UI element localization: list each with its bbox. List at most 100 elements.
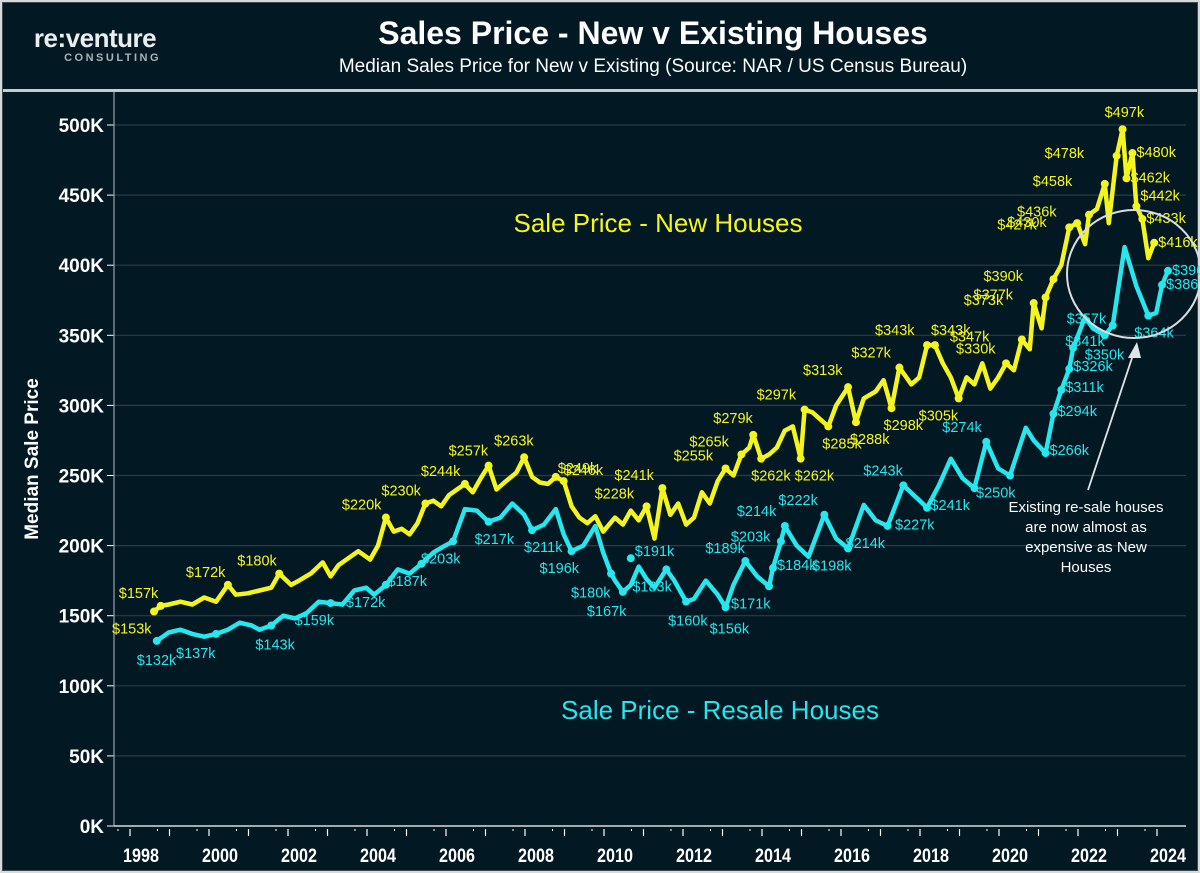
data-label: $326k <box>1073 359 1113 375</box>
data-point <box>381 513 390 522</box>
data-label: $373k <box>964 293 1004 309</box>
data-label: $156k <box>710 621 750 637</box>
data-point <box>1158 280 1167 289</box>
data-point <box>1041 293 1050 302</box>
data-point <box>844 544 853 553</box>
x-tick-label: 2010 <box>597 845 633 867</box>
data-point <box>895 363 904 372</box>
data-label: $313k <box>803 363 843 379</box>
data-point <box>1100 179 1109 188</box>
y-tick-label: 250K <box>59 467 105 488</box>
data-point <box>662 565 671 574</box>
data-point <box>1128 149 1137 158</box>
data-point <box>851 418 860 427</box>
data-point <box>1073 219 1082 228</box>
data-point <box>1065 364 1074 373</box>
y-tick-label: 150K <box>59 607 105 628</box>
data-label: $263k <box>494 433 534 449</box>
data-label: $222k <box>778 493 818 509</box>
data-point <box>460 479 469 488</box>
data-point <box>1108 321 1117 330</box>
data-label: $350k <box>1085 347 1125 363</box>
data-point <box>1150 238 1159 247</box>
data-label: $458k <box>1033 174 1073 190</box>
x-tick-label: 2008 <box>518 845 554 867</box>
resale-houses-annotation: Sale Price - Resale Houses <box>561 695 879 725</box>
data-label: $214k <box>846 536 886 552</box>
data-label: $297k <box>757 388 797 404</box>
gridlines <box>114 124 1186 757</box>
data-point <box>520 453 529 462</box>
data-point <box>820 510 829 519</box>
data-label: $279k <box>713 411 753 427</box>
data-label: $327k <box>851 346 891 362</box>
data-label: $132k <box>137 653 177 669</box>
data-point <box>800 405 809 414</box>
data-label: $196k <box>540 561 580 577</box>
data-point <box>883 521 892 530</box>
data-label: $227k <box>895 518 935 534</box>
data-point <box>1144 311 1153 320</box>
y-tick-label: 300K <box>59 396 105 417</box>
data-point <box>765 582 774 591</box>
data-label: $184k <box>777 558 817 574</box>
data-label: $211k <box>524 540 563 556</box>
data-point <box>721 464 730 473</box>
data-label: $220k <box>342 498 382 514</box>
data-label: $214k <box>737 504 777 520</box>
y-tick-label: 400K <box>59 256 105 277</box>
highlight-circle <box>1066 209 1200 339</box>
data-label: $262k <box>795 469 835 485</box>
data-point <box>150 607 159 616</box>
data-label: $180k <box>571 586 611 602</box>
data-point <box>156 601 165 610</box>
data-point <box>844 383 853 392</box>
data-point <box>1057 385 1066 394</box>
data-label: $427k <box>997 217 1037 233</box>
data-label: $183k <box>632 579 672 595</box>
data-label: $262k <box>751 469 791 485</box>
data-point <box>1041 449 1050 458</box>
data-label: $478k <box>1045 146 1085 162</box>
y-tick-label: 50K <box>69 747 104 768</box>
data-point <box>1006 471 1014 480</box>
data-label: $159k <box>295 613 335 629</box>
data-point <box>1017 335 1026 344</box>
data-point <box>528 526 537 535</box>
data-label: $241k <box>930 498 970 514</box>
data-point <box>267 621 276 630</box>
data-label: $285k <box>822 436 862 452</box>
data-point <box>1049 275 1058 284</box>
data-label: $266k <box>1050 443 1090 459</box>
data-label: $274k <box>942 420 982 436</box>
data-label: $343k <box>931 323 971 339</box>
x-tick-label: 2020 <box>992 845 1028 867</box>
data-label: $442k <box>1140 188 1180 204</box>
data-point <box>737 450 746 459</box>
logo: re:venture CONSULTING <box>25 25 165 64</box>
data-point <box>618 587 627 596</box>
data-point <box>741 557 750 566</box>
header: re:venture CONSULTING Sales Price - New … <box>3 3 1197 92</box>
x-tick-label: 2014 <box>755 845 791 867</box>
data-label: $228k <box>595 486 635 502</box>
data-label: $160k <box>668 614 708 630</box>
data-label: $298k <box>884 418 924 434</box>
data-point <box>923 341 932 350</box>
data-label: $230k <box>381 484 421 500</box>
data-label: $137k <box>176 646 216 662</box>
data-label: $430k <box>1007 215 1047 231</box>
data-point <box>275 569 284 578</box>
data-label: $330k <box>956 341 996 357</box>
data-point <box>982 437 991 446</box>
data-point <box>749 430 758 439</box>
data-point <box>626 554 635 563</box>
data-point <box>769 564 777 573</box>
x-tick-label: 2002 <box>281 845 317 867</box>
chart-subtitle: Median Sales Price for New v Existing (S… <box>338 56 968 77</box>
data-point <box>887 404 896 413</box>
data-point <box>152 636 161 645</box>
data-point <box>1002 359 1011 368</box>
data-point <box>1112 151 1121 160</box>
